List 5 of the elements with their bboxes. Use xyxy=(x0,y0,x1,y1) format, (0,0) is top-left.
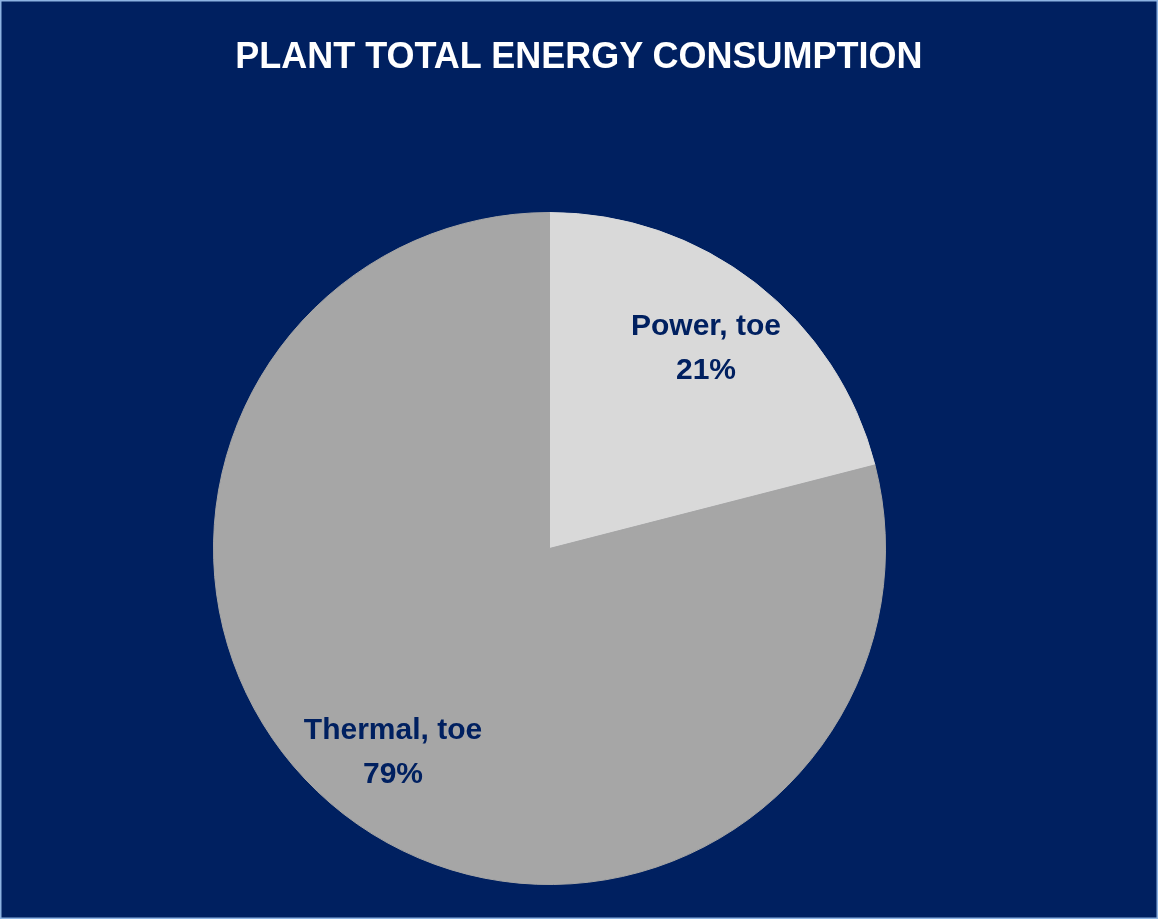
slice-label: Thermal, toe xyxy=(303,711,483,745)
slice-label: Power, toe xyxy=(630,308,782,342)
data-label: 21% xyxy=(675,352,737,386)
chart-title: PLANT TOTAL ENERGY CONSUMPTION xyxy=(235,35,923,76)
data-label: 79% xyxy=(362,755,424,789)
